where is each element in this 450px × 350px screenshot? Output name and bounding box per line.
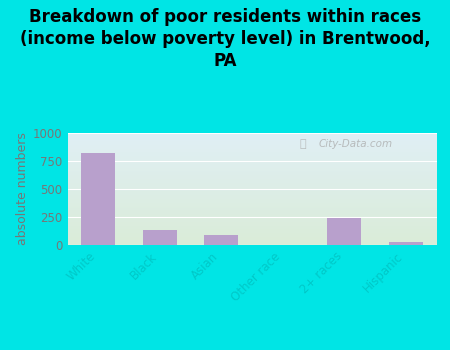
Text: Breakdown of poor residents within races
(income below poverty level) in Brentwo: Breakdown of poor residents within races…: [20, 8, 430, 70]
Text: City-Data.com: City-Data.com: [319, 139, 392, 149]
Y-axis label: absolute numbers: absolute numbers: [16, 133, 29, 245]
Bar: [389, 241, 423, 245]
Text: ⓘ: ⓘ: [300, 139, 306, 149]
Bar: [143, 230, 177, 245]
Bar: [204, 235, 238, 245]
Bar: [81, 153, 115, 245]
Bar: [327, 218, 361, 245]
